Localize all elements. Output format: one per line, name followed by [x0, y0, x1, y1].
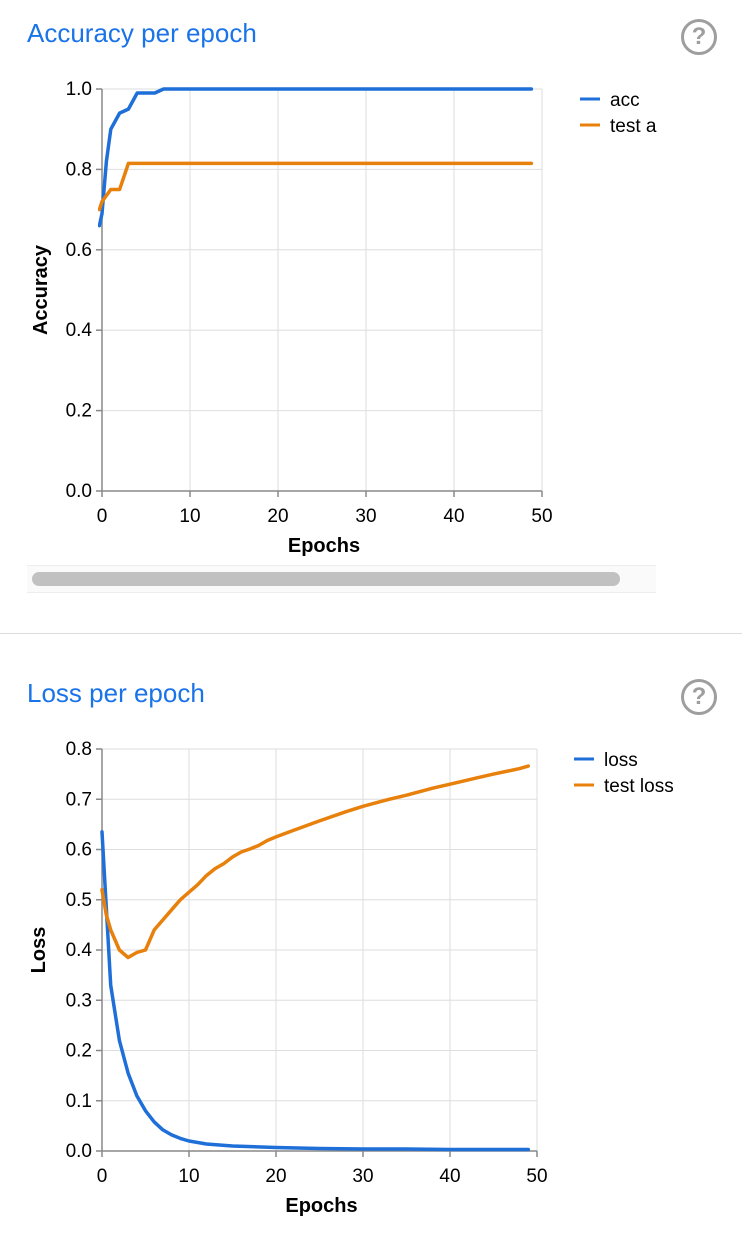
x-tick-label: 40 — [443, 506, 464, 527]
y-axis-title: Loss — [28, 927, 50, 974]
plot-area — [100, 764, 531, 1152]
y-tick-label: 0.7 — [66, 789, 92, 810]
legend-label: loss — [604, 750, 638, 771]
x-tick-label: 50 — [526, 1166, 547, 1187]
section-divider — [0, 633, 742, 634]
y-tick-label: 0.4 — [66, 940, 93, 961]
x-tick-label: 50 — [531, 506, 552, 527]
loss-help-icon[interactable]: ? — [681, 679, 717, 715]
y-axis-title: Accuracy — [30, 244, 52, 335]
y-tick-label: 0.6 — [66, 840, 92, 861]
x-tick-label: 10 — [178, 1166, 199, 1187]
y-tick-label: 0.6 — [66, 240, 92, 261]
legend-label: test a — [610, 116, 657, 137]
series-line-test-acc — [98, 161, 534, 212]
y-tick-label: 0.0 — [66, 1141, 92, 1162]
x-tick-label: 30 — [355, 506, 376, 527]
plot-area — [98, 87, 534, 228]
x-axis-title: Epochs — [288, 535, 360, 557]
y-tick-label: 0.4 — [66, 320, 93, 341]
y-tick-label: 1.0 — [66, 79, 92, 100]
y-tick-label: 0.2 — [66, 1041, 92, 1062]
legend: acc test a — [580, 90, 657, 137]
y-tick-label: 0.2 — [66, 401, 92, 422]
y-tick-label: 0.1 — [66, 1091, 92, 1112]
legend-label: test loss — [604, 776, 674, 797]
series-line-acc — [98, 87, 534, 228]
horizontal-scrollbar[interactable] — [27, 565, 656, 593]
x-tick-label: 0 — [97, 1166, 108, 1187]
series-line-test-loss — [100, 764, 531, 960]
y-tick-label: 0.0 — [66, 481, 92, 502]
x-tick-label: 40 — [439, 1166, 460, 1187]
legend-label: acc — [610, 90, 640, 111]
accuracy-chart-title: Accuracy per epoch — [27, 18, 257, 48]
x-tick-label: 30 — [352, 1166, 373, 1187]
legend: loss test loss — [574, 750, 674, 797]
accuracy-help-icon[interactable]: ? — [681, 19, 717, 55]
loss-chart-title: Loss per epoch — [27, 678, 205, 708]
accuracy-chart: 0 10 20 30 40 50 0.0 0.2 0.4 0.6 0.8 1.0 Epochs Accur… — [30, 79, 657, 557]
x-tick-label: 0 — [97, 506, 108, 527]
x-tick-label: 20 — [265, 1166, 286, 1187]
y-tick-label: 0.8 — [66, 159, 92, 180]
y-tick-label: 0.3 — [66, 990, 92, 1011]
scrollbar-thumb[interactable] — [32, 572, 620, 586]
x-axis-title: Epochs — [285, 1195, 357, 1217]
y-tick-label: 0.8 — [66, 739, 92, 760]
series-line-loss — [100, 830, 531, 1152]
x-tick-label: 20 — [267, 506, 288, 527]
x-tick-label: 10 — [179, 506, 200, 527]
y-tick-label: 0.5 — [66, 890, 92, 911]
